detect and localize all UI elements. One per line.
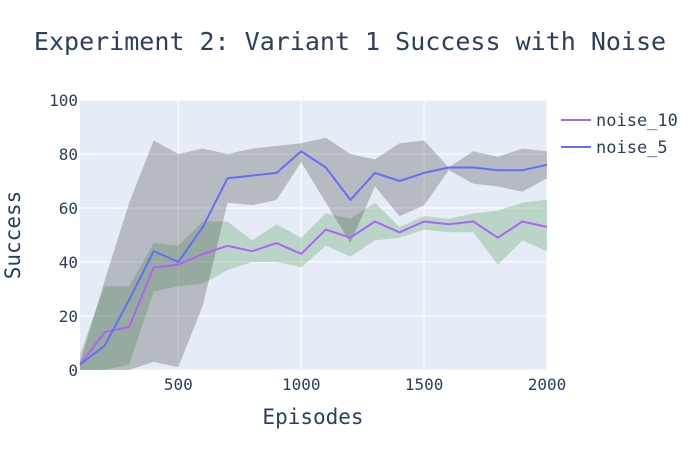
series-lines [79, 150, 548, 366]
tick-labels: 0 20 40 60 80 100 500 1000 1500 2000 [49, 91, 566, 394]
x-tick-label: 1500 [405, 375, 444, 394]
y-tick-label: 80 [59, 145, 78, 164]
x-axis-title: Episodes [262, 405, 363, 429]
legend-label: noise_5 [596, 138, 668, 158]
y-tick-label: 100 [49, 91, 78, 110]
y-tick-label: 40 [59, 253, 78, 272]
legend-label: noise_10 [596, 111, 678, 131]
x-tick-label: 2000 [528, 375, 567, 394]
y-tick-label: 20 [59, 307, 78, 326]
confidence-band-noise-5 [80, 137, 547, 370]
x-tick-label: 1000 [282, 375, 321, 394]
chart-title: Experiment 2: Variant 1 Success with Noi… [34, 27, 666, 56]
y-tick-label: 60 [59, 199, 78, 218]
confidence-bands [80, 137, 547, 370]
y-axis-title: Success [1, 191, 25, 280]
x-tick-label: 500 [164, 375, 193, 394]
grid [80, 99, 548, 371]
y-tick-label: 0 [68, 361, 78, 380]
legend: noise_10 noise_5 [561, 111, 678, 158]
series-line-noise-10 [79, 220, 548, 366]
confidence-band-noise-10 [80, 199, 547, 370]
series-line-noise-5 [79, 150, 548, 366]
plot-area [80, 100, 547, 370]
